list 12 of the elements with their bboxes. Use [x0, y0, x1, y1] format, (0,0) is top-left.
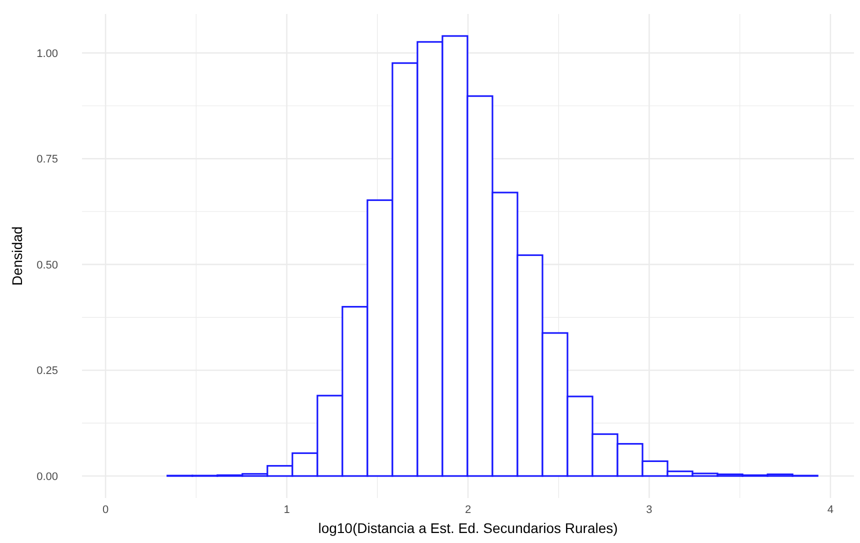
- y-tick-label: 0.00: [36, 470, 58, 483]
- x-tick-label: 2: [464, 504, 472, 516]
- x-axis-title: log10(Distancia a Est. Ed. Secundarios Rurales): [318, 520, 618, 536]
- y-axis-title: Densidad: [9, 226, 25, 286]
- y-tick-label: 0.75: [36, 154, 58, 166]
- x-tick-label: 3: [646, 504, 652, 516]
- y-tick-label: 1.00: [36, 48, 58, 60]
- x-tick-label: 4: [827, 504, 834, 516]
- y-tick-label: 0.25: [36, 365, 58, 378]
- x-tick-label: 1: [284, 504, 290, 516]
- x-tick-label: 0: [102, 504, 109, 516]
- y-tick-label: 0.50: [36, 259, 58, 272]
